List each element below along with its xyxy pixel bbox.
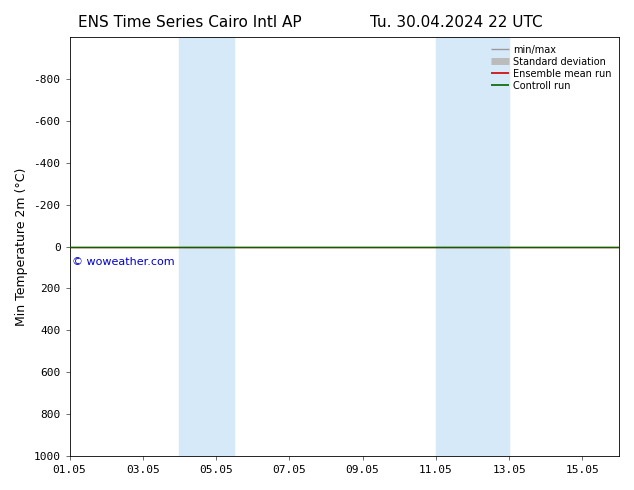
Bar: [436, 37, 509, 456]
Text: ENS Time Series Cairo Intl AP: ENS Time Series Cairo Intl AP: [79, 15, 302, 30]
Text: © woweather.com: © woweather.com: [72, 257, 175, 267]
Legend: min/max, Standard deviation, Ensemble mean run, Controll run: min/max, Standard deviation, Ensemble me…: [488, 42, 614, 94]
Text: Tu. 30.04.2024 22 UTC: Tu. 30.04.2024 22 UTC: [370, 15, 543, 30]
Bar: [179, 37, 235, 456]
Y-axis label: Min Temperature 2m (°C): Min Temperature 2m (°C): [15, 167, 28, 326]
